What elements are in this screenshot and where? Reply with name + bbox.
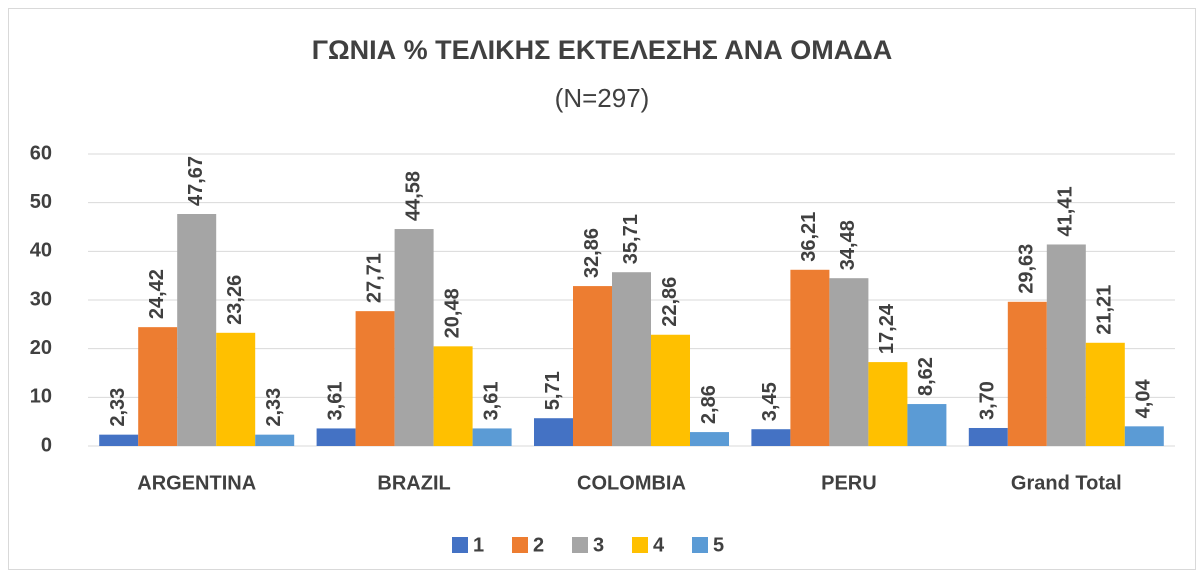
data-label: 36,21 [798,212,820,262]
bar [612,272,651,446]
data-label: 3,61 [324,381,346,420]
legend-label: 4 [653,534,665,556]
y-tick-label: 0 [41,434,52,456]
bar [138,327,178,446]
y-tick-label: 40 [30,240,52,262]
data-label: 22,86 [659,277,681,327]
data-label: 4,04 [1133,379,1155,419]
legend-swatch [572,537,588,553]
legend-label: 1 [473,534,484,556]
legend-label: 2 [533,534,544,556]
data-label: 47,67 [185,156,207,206]
bar [573,286,612,446]
x-tick-label: Grand Total [1011,472,1122,494]
y-tick-label: 50 [30,191,52,213]
bar [177,214,217,446]
data-label: 17,24 [876,303,898,354]
bar [1046,244,1086,446]
legend-label: 5 [713,534,724,556]
bar [868,362,908,446]
legend-swatch [452,537,468,553]
data-label: 24,42 [146,269,168,319]
data-label: 8,62 [915,357,937,396]
data-label: 2,86 [698,385,720,424]
bar [534,418,573,446]
bar [651,334,690,446]
chart-subtitle: (N=297) [555,83,650,113]
y-tick-label: 20 [30,337,52,359]
legend-swatch [692,537,708,553]
x-tick-label: ARGENTINA [137,472,256,494]
data-label: 5,71 [542,371,564,410]
data-label: 20,48 [441,288,463,338]
legend-label: 3 [593,534,604,556]
data-label: 21,21 [1094,285,1116,335]
data-label: 34,48 [837,220,859,270]
bar [472,428,512,446]
bar [1007,301,1047,446]
data-label: 29,63 [1016,244,1038,294]
legend-swatch [632,537,648,553]
y-tick-label: 60 [30,142,52,164]
bar [255,434,295,446]
data-label: 41,41 [1055,186,1077,236]
data-label: 3,61 [480,381,502,420]
bar [1085,342,1125,446]
chart-title: ΓΩΝΙΑ % ΤΕΛΙΚΗΣ ΕΚΤΕΛΕΣΗΣ ΑΝΑ ΟΜΑΔΑ [312,35,892,65]
bar [216,332,256,446]
y-tick-label: 10 [30,386,52,408]
y-tick-label: 30 [30,288,52,310]
bar [690,432,729,446]
data-label: 35,71 [620,214,642,264]
data-label: 27,71 [363,253,385,303]
bar [394,229,434,446]
bar [907,404,947,446]
data-label: 2,33 [107,388,129,427]
data-label: 3,70 [977,381,999,420]
bar [99,434,139,446]
data-label: 3,45 [759,382,781,421]
bar [433,346,473,446]
data-label: 2,33 [263,388,285,427]
data-label: 32,86 [581,228,603,278]
bar [829,278,869,446]
data-label: 23,26 [224,275,246,325]
legend-swatch [512,537,528,553]
bar [355,311,395,446]
bar [1124,426,1164,446]
x-tick-label: COLOMBIA [577,472,686,494]
bar [790,269,830,446]
bar [968,427,1008,446]
bar [751,429,791,446]
data-label: 44,58 [402,171,424,221]
x-tick-label: BRAZIL [377,472,450,494]
bar [316,428,356,446]
x-tick-label: PERU [821,472,877,494]
